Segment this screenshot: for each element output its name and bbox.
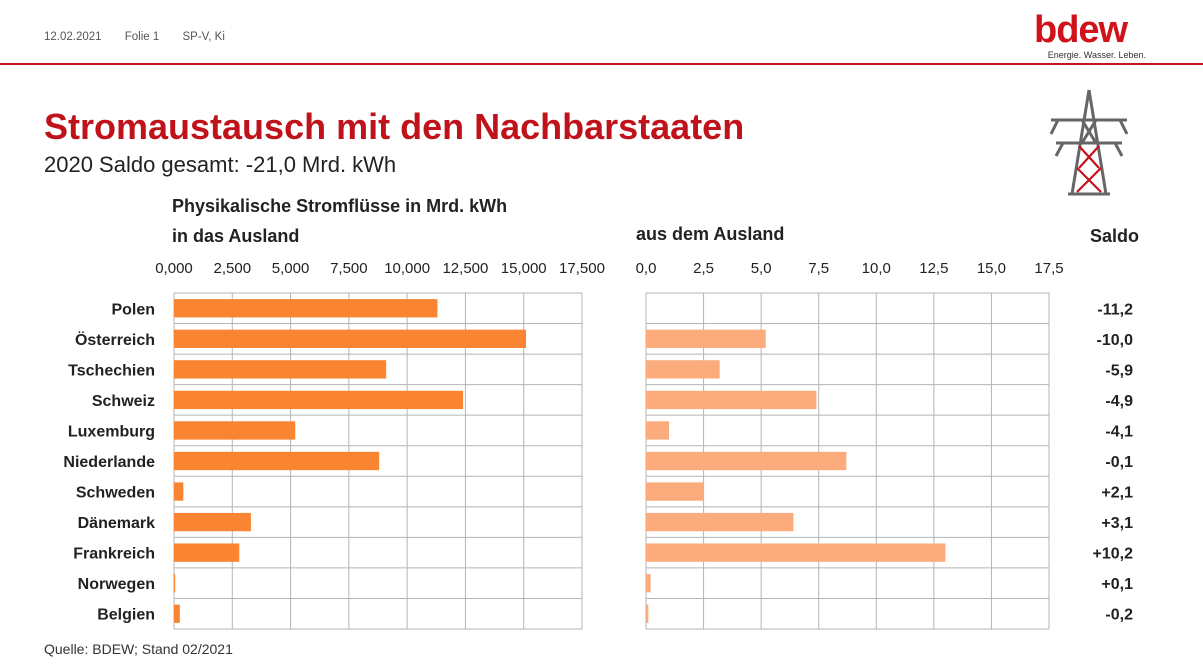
saldo-value: -4,1 bbox=[1105, 423, 1133, 440]
import-tick-label: 10,0 bbox=[862, 260, 891, 277]
category-label: Norwegen bbox=[78, 576, 155, 593]
saldo-value: -0,1 bbox=[1105, 454, 1133, 471]
saldo-value: +3,1 bbox=[1101, 515, 1133, 532]
category-label: Polen bbox=[111, 301, 155, 318]
chart-heading: Physikalische Stromflüsse in Mrd. kWh bbox=[172, 196, 508, 216]
export-bar bbox=[174, 390, 464, 410]
export-panel-title: in das Ausland bbox=[172, 226, 300, 246]
slide-meta: 12.02.2021 Folie 1 SP-V, Ki bbox=[44, 31, 245, 43]
import-bar bbox=[646, 451, 847, 471]
saldo-title: Saldo bbox=[1090, 226, 1140, 246]
import-bar bbox=[646, 512, 794, 532]
saldo-value: +2,1 bbox=[1101, 485, 1133, 502]
export-bar bbox=[174, 421, 296, 440]
import-panel-title: aus dem Ausland bbox=[636, 224, 785, 244]
logo-word: bdew bbox=[1034, 9, 1128, 51]
saldo-value: -5,9 bbox=[1105, 362, 1133, 379]
import-bar bbox=[646, 360, 720, 379]
import-bar bbox=[646, 574, 651, 593]
saldo-value: -4,9 bbox=[1105, 393, 1133, 410]
export-bar bbox=[174, 543, 240, 562]
export-bar bbox=[174, 574, 176, 593]
logo-tagline: Energie. Wasser. Leben. bbox=[1047, 50, 1146, 60]
bdew-logo: bdew Energie. Wasser. Leben. bbox=[1034, 8, 1154, 60]
category-label: Schweden bbox=[76, 485, 155, 502]
import-tick-label: 0,0 bbox=[636, 260, 657, 277]
export-bar bbox=[174, 512, 251, 532]
export-bar bbox=[174, 299, 438, 318]
import-bar bbox=[646, 543, 946, 562]
saldo-value: -11,2 bbox=[1097, 301, 1133, 318]
export-tick-label: 15,000 bbox=[501, 260, 547, 277]
import-tick-label: 2,5 bbox=[693, 260, 714, 277]
import-tick-label: 17,5 bbox=[1034, 260, 1063, 277]
import-bar bbox=[646, 329, 766, 348]
import-bar bbox=[646, 482, 704, 501]
page-subtitle: 2020 Saldo gesamt: -21,0 Mrd. kWh bbox=[44, 152, 397, 177]
page-title: Stromaustausch mit den Nachbarstaaten bbox=[44, 106, 745, 147]
import-bar bbox=[646, 390, 817, 410]
import-tick-label: 5,0 bbox=[751, 260, 772, 277]
export-bar bbox=[174, 329, 527, 348]
import-tick-label: 15,0 bbox=[977, 260, 1006, 277]
export-bar bbox=[174, 482, 184, 501]
export-bar bbox=[174, 604, 180, 623]
header-rule bbox=[0, 63, 1203, 65]
export-tick-label: 12,500 bbox=[442, 260, 488, 277]
category-label: Luxemburg bbox=[68, 423, 155, 440]
saldo-value: +10,2 bbox=[1093, 546, 1134, 563]
category-label: Tschechien bbox=[68, 362, 155, 379]
export-tick-label: 10,000 bbox=[384, 260, 430, 277]
saldo-value: +0,1 bbox=[1101, 576, 1133, 593]
slide-number: Folie 1 bbox=[124, 31, 160, 43]
export-bar bbox=[174, 360, 387, 379]
import-bar bbox=[646, 604, 649, 623]
category-label: Frankreich bbox=[73, 546, 155, 563]
saldo-value: -0,2 bbox=[1105, 607, 1133, 624]
category-label: Dänemark bbox=[78, 515, 155, 532]
export-bar bbox=[174, 451, 380, 471]
source-note: Quelle: BDEW; Stand 02/2021 bbox=[44, 641, 233, 657]
saldo-value: -10,0 bbox=[1097, 332, 1134, 349]
category-label: Schweiz bbox=[92, 393, 155, 410]
category-label: Niederlande bbox=[63, 454, 155, 471]
category-label: Belgien bbox=[97, 607, 155, 624]
export-tick-label: 2,500 bbox=[214, 260, 252, 277]
export-tick-label: 5,000 bbox=[272, 260, 310, 277]
export-tick-label: 17,500 bbox=[559, 260, 605, 277]
import-tick-label: 12,5 bbox=[919, 260, 948, 277]
power-pylon-icon bbox=[1049, 89, 1129, 196]
import-bar bbox=[646, 421, 670, 440]
category-label: Österreich bbox=[75, 330, 155, 349]
slide-date: 12.02.2021 bbox=[44, 31, 102, 43]
slide-author: SP-V, Ki bbox=[182, 31, 225, 43]
export-tick-label: 0,000 bbox=[155, 260, 193, 277]
export-tick-label: 7,500 bbox=[330, 260, 368, 277]
import-tick-label: 7,5 bbox=[808, 260, 829, 277]
